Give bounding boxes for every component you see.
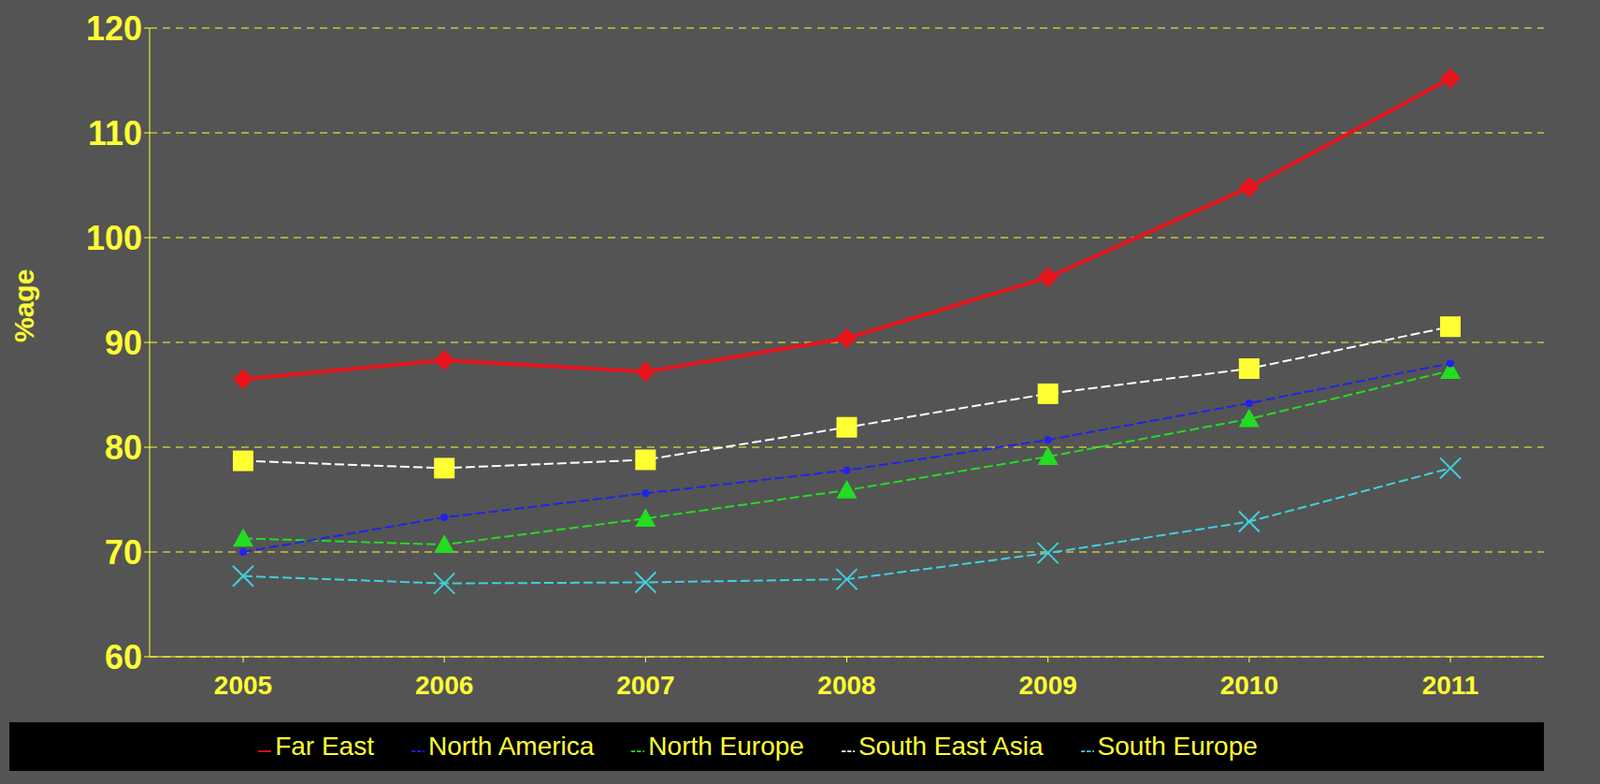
svg-text:70: 70 [104,533,143,572]
svg-text:110: 110 [87,114,143,153]
svg-text:2010: 2010 [1220,670,1279,700]
html-text:South East Asia: South East Asia [858,731,1044,761]
svg-text:2006: 2006 [415,670,474,700]
html-text:North America: North America [428,731,595,761]
svg-text:2007: 2007 [616,670,675,700]
svg-text:2008: 2008 [817,670,876,700]
svg-text:%age: %age [8,269,40,343]
svg-text:100: 100 [86,218,143,258]
svg-text:80: 80 [104,428,143,467]
svg-text:2009: 2009 [1019,670,1078,700]
svg-text:90: 90 [104,323,143,362]
svg-text:120: 120 [86,9,143,48]
html-text:Far East: Far East [275,731,375,761]
svg-text:2011: 2011 [1422,670,1480,700]
html-text:North Europe: North Europe [648,731,805,761]
html-text:South Europe: South Europe [1097,731,1258,761]
svg-text:60: 60 [104,637,143,677]
svg-text:2005: 2005 [214,670,273,700]
